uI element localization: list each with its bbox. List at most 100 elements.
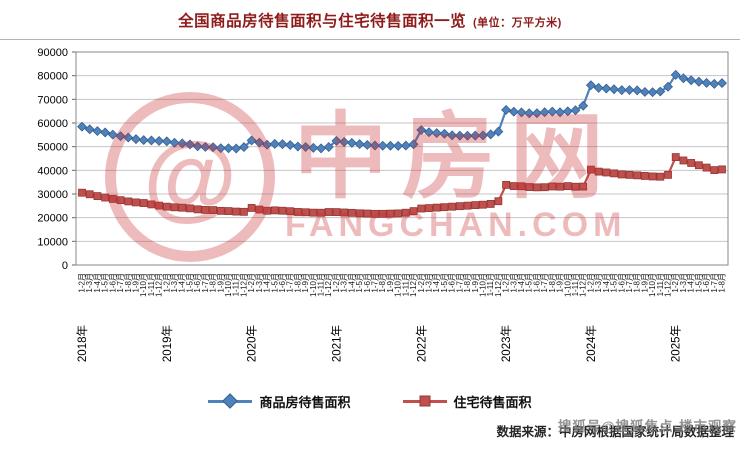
svg-text:1-7月: 1-7月 (455, 273, 464, 293)
svg-text:1-10月: 1-10月 (394, 273, 403, 297)
svg-text:1-7月: 1-7月 (116, 273, 125, 293)
legend-item-commercial: 商品房待售面积 (208, 392, 351, 411)
svg-text:1-4月: 1-4月 (178, 273, 187, 293)
svg-text:1-8月: 1-8月 (718, 273, 727, 293)
svg-text:50000: 50000 (37, 142, 68, 154)
y-axis-labels: 0 10000 20000 30000 40000 50000 60000 70000 8000… (37, 47, 68, 272)
svg-text:1-12月: 1-12月 (155, 273, 164, 297)
svg-text:1-10月: 1-10月 (139, 273, 148, 297)
svg-text:1-11月: 1-11月 (317, 273, 326, 296)
page-title: 全国商品房待售面积与住宅待售面积一览 (单位：万平方米) (178, 13, 562, 30)
x-year-labels: 2018年 2019年 2020年 2021年 2022年 2023年 2024年 2025年 (75, 325, 683, 362)
svg-text:1-8月: 1-8月 (209, 273, 218, 293)
svg-text:1-8月: 1-8月 (293, 273, 302, 293)
svg-text:80000: 80000 (37, 71, 68, 83)
svg-text:1-11月: 1-11月 (656, 273, 665, 296)
svg-text:1-9月: 1-9月 (216, 273, 225, 293)
svg-text:2021年: 2021年 (329, 325, 343, 362)
svg-text:1-5月: 1-5月 (525, 273, 534, 293)
svg-text:1-3月: 1-3月 (170, 273, 179, 293)
svg-text:1-9月: 1-9月 (640, 273, 649, 293)
svg-text:1-4月: 1-4月 (687, 273, 696, 293)
svg-text:1-3月: 1-3月 (509, 273, 518, 293)
legend-swatch-commercial (208, 393, 253, 409)
series-line-commercial (81, 73, 723, 150)
svg-text:1-7月: 1-7月 (540, 273, 549, 293)
svg-text:2020年: 2020年 (245, 325, 259, 362)
svg-text:1-7月: 1-7月 (371, 273, 380, 293)
series-markers-commercial (77, 69, 727, 154)
svg-text:1-8月: 1-8月 (548, 273, 557, 293)
svg-text:1-7月: 1-7月 (201, 273, 210, 293)
svg-text:1-11月: 1-11月 (401, 273, 410, 296)
series-markers-residential (78, 153, 726, 218)
svg-text:1-6月: 1-6月 (448, 273, 457, 293)
svg-text:1-6月: 1-6月 (193, 273, 202, 293)
source-row: 搜狐号@搜狐焦点·楼市观察 数据来源：中房网根据国家统计局数据整理 (0, 417, 740, 447)
legend-label-residential: 住宅待售面积 (453, 394, 532, 410)
svg-text:1-10月: 1-10月 (224, 273, 233, 297)
legend-item-residential: 住宅待售面积 (402, 392, 532, 411)
svg-text:1-8月: 1-8月 (378, 273, 387, 293)
svg-text:1-9月: 1-9月 (386, 273, 395, 293)
svg-text:1-11月: 1-11月 (232, 273, 241, 296)
svg-text:1-3月: 1-3月 (255, 273, 264, 293)
diamond-marker-icon (222, 393, 239, 409)
svg-text:1-2月: 1-2月 (247, 273, 256, 293)
svg-text:1-3月: 1-3月 (85, 273, 94, 293)
data-source-text: 数据来源：中房网根据国家统计局数据整理 (496, 425, 734, 439)
svg-text:1-3月: 1-3月 (424, 273, 433, 293)
legend-label-commercial: 商品房待售面积 (259, 394, 351, 410)
svg-text:30000: 30000 (37, 189, 68, 201)
svg-text:20000: 20000 (37, 213, 68, 225)
svg-text:1-12月: 1-12月 (324, 273, 333, 297)
chart-area: 0 10000 20000 30000 40000 50000 60000 70000 8000… (0, 40, 740, 385)
svg-text:0: 0 (62, 260, 68, 272)
svg-text:1-6月: 1-6月 (108, 273, 117, 293)
svg-text:1-5月: 1-5月 (610, 273, 619, 293)
svg-text:1-3月: 1-3月 (594, 273, 603, 293)
svg-text:1-2月: 1-2月 (162, 273, 171, 293)
svg-text:2019年: 2019年 (160, 325, 174, 362)
svg-text:1-4月: 1-4月 (347, 273, 356, 293)
svg-text:1-9月: 1-9月 (471, 273, 480, 293)
svg-text:1-2月: 1-2月 (332, 273, 341, 293)
svg-text:1-4月: 1-4月 (517, 273, 526, 293)
svg-text:1-5月: 1-5月 (185, 273, 194, 293)
svg-text:1-11月: 1-11月 (571, 273, 580, 296)
svg-text:1-2月: 1-2月 (417, 273, 426, 293)
svg-text:1-2月: 1-2月 (78, 273, 87, 293)
svg-text:1-4月: 1-4月 (602, 273, 611, 293)
chart-svg: 0 10000 20000 30000 40000 50000 60000 70000 8000… (37, 47, 729, 362)
svg-text:1-12月: 1-12月 (409, 273, 418, 297)
svg-text:1-4月: 1-4月 (263, 273, 272, 293)
svg-text:2025年: 2025年 (669, 325, 683, 362)
svg-text:1-5月: 1-5月 (270, 273, 279, 293)
svg-text:1-3月: 1-3月 (340, 273, 349, 293)
svg-text:1-4月: 1-4月 (432, 273, 441, 293)
svg-text:1-10月: 1-10月 (309, 273, 318, 297)
svg-text:1-5月: 1-5月 (101, 273, 110, 293)
gridlines (72, 51, 728, 266)
svg-text:1-2月: 1-2月 (586, 273, 595, 293)
svg-text:1-10月: 1-10月 (648, 273, 657, 297)
svg-text:1-3月: 1-3月 (679, 273, 688, 293)
svg-text:1-7月: 1-7月 (710, 273, 719, 293)
svg-text:1-2月: 1-2月 (502, 273, 511, 293)
svg-text:1-10月: 1-10月 (478, 273, 487, 297)
x-month-labels: 1-2月1-3月1-4月1-5月1-6月1-7月1-8月1-9月1-10月1-1… (78, 273, 727, 297)
svg-text:1-5月: 1-5月 (355, 273, 364, 293)
svg-text:1-4月: 1-4月 (93, 273, 102, 293)
svg-text:1-7月: 1-7月 (286, 273, 295, 293)
svg-text:1-9月: 1-9月 (556, 273, 565, 293)
chart-title-bar: 全国商品房待售面积与住宅待售面积一览 (单位：万平方米) (0, 0, 740, 40)
svg-text:1-6月: 1-6月 (532, 273, 541, 293)
svg-text:1-6月: 1-6月 (363, 273, 372, 293)
legend-swatch-residential (402, 395, 447, 407)
svg-text:1-11月: 1-11月 (486, 273, 495, 296)
svg-text:1-9月: 1-9月 (301, 273, 310, 293)
svg-text:70000: 70000 (37, 94, 68, 106)
svg-text:2018年: 2018年 (75, 325, 89, 362)
svg-text:1-8月: 1-8月 (124, 273, 133, 293)
